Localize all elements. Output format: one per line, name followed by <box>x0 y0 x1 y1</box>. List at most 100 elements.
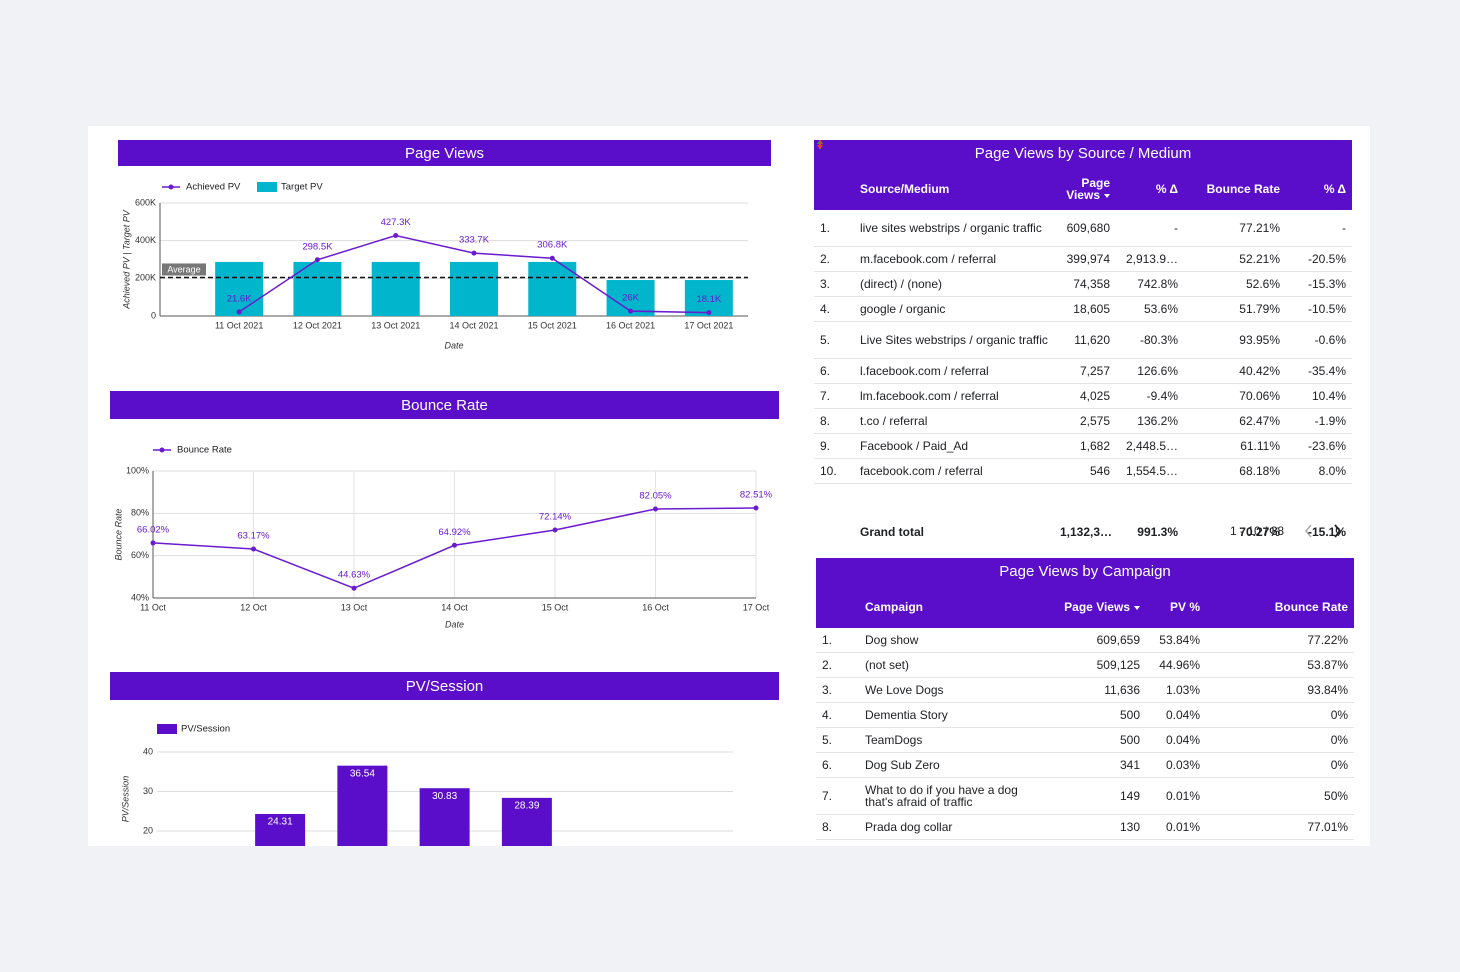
x-tick-label: 16 Oct <box>642 602 669 612</box>
cell-text: 3. <box>822 683 833 697</box>
cell-text: 53.84% <box>1159 633 1200 647</box>
cell-text: 130 <box>1119 820 1140 834</box>
cell-text: 10.4% <box>1312 389 1347 403</box>
table-cell: 2,913.9… <box>1116 246 1184 272</box>
table-cell: 8. <box>816 814 859 840</box>
header-row: Campaign Page Views PV % Bounce Rate <box>816 586 1355 628</box>
table-row: 8. Prada dog collar 130 0.01% 77.01% <box>816 814 1355 840</box>
prev-page[interactable] <box>1305 524 1312 538</box>
table-cell: 5. <box>814 321 854 359</box>
table-cell: 0% <box>1206 702 1355 728</box>
x-tick-label: 17 Oct <box>743 602 770 612</box>
total-cell: 991.3% <box>817 140 1184 544</box>
cell-text: -80.3% <box>1139 333 1178 347</box>
legend-label: Target PV <box>281 182 323 193</box>
cell-text: 4. <box>822 708 833 722</box>
cell-text: 991.3% <box>1137 525 1178 539</box>
y-axis-title: Achieved PV | Target PV <box>121 209 131 310</box>
table-cell: Dog Sub Zero <box>859 752 1051 778</box>
cell-text: TeamDogs <box>865 733 923 747</box>
table-cell: 77.22% <box>1206 628 1355 653</box>
cell-text: -15.3% <box>1308 277 1347 291</box>
cell-text: 11,636 <box>1104 683 1140 697</box>
point <box>393 233 399 239</box>
header-cell[interactable]: Page Views <box>1054 168 1116 210</box>
charts: Page Views 0 200K 400K 600K 11 Oct 2021 12 Oct… <box>110 140 1342 846</box>
table-cell: 44.96% <box>1146 652 1206 678</box>
table-cell: 8.0% <box>817 140 1353 484</box>
cell-text: 0.01% <box>1165 820 1200 834</box>
cell-text: 50% <box>1324 789 1349 803</box>
value-label: 82.05% <box>639 491 672 502</box>
table-cell: 53.84% <box>1146 628 1206 653</box>
cell-text: 70.27% <box>1239 525 1280 539</box>
cell-text: 2,448.5… <box>1125 439 1178 453</box>
point <box>549 255 555 261</box>
table-cell: -9.4% <box>817 140 1184 409</box>
point <box>628 308 634 314</box>
table-cell: -0.6% <box>817 140 1353 359</box>
table-cell: 77.21% <box>1184 210 1286 247</box>
bar <box>450 261 498 316</box>
table-cell: 509,125 <box>1051 652 1146 678</box>
header-text: Campaign <box>865 600 924 614</box>
cell-text: live sites webstrips / organic traffic <box>860 221 1042 235</box>
trend-arrow <box>817 140 823 149</box>
chart-title: Bounce Rate <box>401 397 488 414</box>
table-cell: Facebook / Paid_Ad <box>854 433 1054 459</box>
table-cell: 6. <box>814 358 854 384</box>
bar <box>255 813 306 846</box>
cell-text: 5. <box>820 333 831 347</box>
table-cell: 10.4% <box>817 140 1353 409</box>
table-cell: 0.01% <box>1146 777 1206 815</box>
table-cell <box>814 520 854 544</box>
table-cell: 3. <box>816 677 859 703</box>
table-cell: 0.04% <box>1146 702 1206 728</box>
table-cell: 52.6% <box>1184 271 1286 297</box>
next-page[interactable] <box>1334 524 1342 538</box>
table-cell: 1. <box>816 628 859 653</box>
cell-text: google / organic <box>860 302 946 316</box>
table-cell: -1.9% <box>817 140 1353 434</box>
cell-text: 6. <box>820 364 831 378</box>
table-cell: 2,448.5… <box>1116 433 1184 459</box>
cell-text: 8.0% <box>1318 464 1347 478</box>
bar <box>337 765 388 846</box>
y-tick-label: 80% <box>131 508 149 518</box>
table-cell: lm.facebook.com / referral <box>854 383 1054 409</box>
table-cell: - <box>1116 210 1184 247</box>
table-title: Page Views by Campaign <box>816 558 1355 586</box>
cell-text: Prada dog collar <box>865 820 953 834</box>
table-cell: 74,358 <box>1054 271 1116 297</box>
table-cell: 93.84% <box>1206 677 1355 703</box>
bar <box>419 788 470 846</box>
point <box>706 310 712 316</box>
header-text: Source/Medium <box>860 182 950 196</box>
cell-text: 77.01% <box>1307 820 1349 834</box>
table-row: 2. m.facebook.com / referral 399,974 2,913.… <box>814 140 1353 272</box>
table-cell: 4. <box>814 296 854 322</box>
cell-text: 1,554.5… <box>1125 464 1178 478</box>
cell-text: 2,913.9… <box>1125 252 1178 266</box>
table-cell: 0% <box>1206 727 1355 753</box>
cell-text: Dementia Story <box>865 708 948 722</box>
table-cell: 9. <box>814 433 854 459</box>
header-cell[interactable]: Page Views <box>1051 586 1146 628</box>
cell-text: 500 <box>1119 708 1140 722</box>
chart-title: PV/Session <box>406 678 484 695</box>
cell-text: 44.96% <box>1159 658 1200 672</box>
cell-text: 609,659 <box>1096 633 1140 647</box>
cell-text: 93.95% <box>1239 333 1280 347</box>
table-cell: 2,575 <box>1054 408 1116 434</box>
table-cell: 40.42% <box>1184 358 1286 384</box>
value-label: 28.39 <box>514 801 539 812</box>
table-body: 1. Dog show 609,659 53.84% 77.22% 2. (not set)… <box>816 628 1355 840</box>
cell-text: We Love Dogs <box>865 683 944 697</box>
cell-text: Grand total <box>860 525 925 539</box>
header-cell: Bounce Rate <box>1206 586 1355 628</box>
cell-text: 53.87% <box>1307 658 1349 672</box>
table-cell: 77.01% <box>1206 814 1355 840</box>
x-tick-label: 15 Oct 2021 <box>528 320 577 330</box>
cell-text: 341 <box>1119 758 1140 772</box>
title-row: Page Views by Source / Medium <box>814 140 1353 168</box>
